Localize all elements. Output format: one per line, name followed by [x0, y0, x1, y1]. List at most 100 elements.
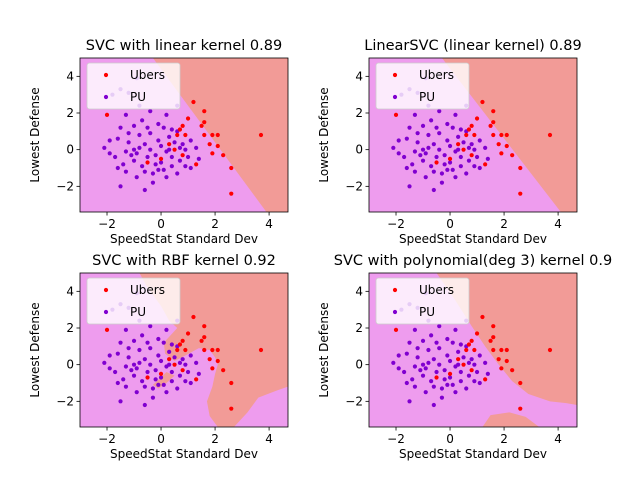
pu-point	[412, 384, 418, 389]
pu-point	[161, 340, 166, 345]
pu-point	[188, 138, 193, 143]
ubers-point	[177, 127, 183, 132]
pu-point	[177, 158, 183, 163]
x-tick-label: 2	[211, 432, 219, 446]
x-tick-label: 4	[554, 217, 562, 231]
pu-point	[158, 358, 164, 364]
pu-point	[423, 175, 428, 180]
ubers-point	[472, 347, 477, 353]
pu-point	[445, 336, 450, 342]
pu-point	[121, 162, 126, 167]
pu-point	[464, 171, 469, 176]
subplot-2: −2 0 2 4 −2 0 2 4 LinearSVC (linear kernel) 0.89…	[317, 38, 582, 246]
pu-point	[407, 125, 412, 130]
pu-point	[172, 355, 177, 360]
pu-point	[145, 154, 150, 160]
ubers-point	[167, 357, 172, 362]
pu-point	[169, 154, 174, 160]
pu-point	[129, 368, 134, 373]
ubers-point	[180, 153, 185, 158]
ubers-point	[504, 358, 509, 364]
pu-point	[485, 156, 490, 161]
ubers-point	[177, 342, 183, 347]
pu-point	[464, 386, 469, 391]
legend: Ubers PU	[86, 62, 181, 110]
ubers-point	[447, 371, 453, 376]
pu-point	[429, 379, 434, 384]
pu-point	[437, 109, 442, 114]
pu-point	[169, 127, 174, 132]
ubers-point	[464, 132, 469, 138]
y-axis-label: Lowest Defense	[28, 302, 42, 397]
ubers-point	[510, 368, 515, 373]
legend: Ubers PU	[375, 277, 470, 325]
ubers-point	[491, 335, 496, 340]
pu-point	[485, 371, 490, 376]
pu-point	[434, 340, 439, 345]
pu-point	[472, 164, 477, 169]
pu-point	[458, 154, 463, 160]
pu-point	[420, 362, 426, 367]
ubers-point	[207, 142, 212, 147]
ubers-point	[469, 153, 474, 158]
ubers-point	[480, 99, 485, 105]
pu-point	[437, 346, 442, 351]
pu-point	[196, 371, 201, 376]
pu-point	[466, 360, 472, 365]
pu-point	[156, 167, 161, 172]
pu-point	[145, 125, 150, 130]
ubers-point	[229, 380, 234, 386]
ubers-point	[202, 109, 207, 114]
pu-point	[450, 125, 455, 130]
pu-point	[177, 145, 183, 150]
ubers-point	[210, 366, 215, 371]
pu-point	[404, 136, 409, 141]
pu-point	[161, 382, 166, 387]
ubers-point	[215, 143, 220, 149]
pu-point	[148, 324, 153, 329]
ubers-point	[194, 162, 199, 167]
pu-point	[458, 342, 463, 347]
pu-point	[126, 346, 131, 351]
ubers-point	[518, 191, 523, 196]
pu-point	[183, 362, 188, 367]
x-axis-label: SpeedStat Standard Dev	[399, 232, 547, 246]
pu-point	[431, 187, 436, 193]
ubers-point	[258, 347, 264, 353]
ubers-point	[504, 347, 509, 353]
ubers-point	[185, 331, 191, 336]
subplot-title: SVC with RBF kernel 0.92	[92, 253, 276, 269]
pu-point	[429, 118, 434, 123]
subplot-title: SVC with linear kernel 0.89	[86, 38, 282, 54]
pu-point	[126, 140, 131, 145]
ubers-point	[496, 357, 501, 362]
y-tick-label: 0	[355, 143, 363, 157]
y-tick-label: 2	[355, 321, 363, 335]
pu-point	[164, 327, 169, 332]
ubers-point	[191, 99, 196, 105]
ubers-point	[210, 347, 215, 353]
y-axis-label: Lowest Defense	[317, 87, 331, 182]
ubers-point	[461, 147, 466, 152]
pu-point	[115, 136, 120, 141]
x-tick-label: 2	[500, 432, 508, 446]
pu-point	[153, 377, 158, 382]
pu-point	[148, 362, 153, 367]
pu-point	[131, 362, 137, 367]
pu-point	[156, 336, 161, 342]
pu-point	[447, 143, 453, 149]
ubers-point	[483, 377, 488, 382]
pu-point	[437, 147, 442, 152]
pu-point	[150, 386, 156, 391]
subplot-1: −2 0 2 4 −2 0 2 4 SVC with linear kernel 0.89 Spe…	[28, 38, 289, 246]
ubers-point	[393, 327, 399, 332]
ubers-point	[202, 347, 207, 353]
pu-point	[107, 366, 112, 371]
pu-point	[415, 355, 420, 360]
pu-point	[423, 366, 428, 371]
ubers-point	[229, 191, 234, 196]
pu-point	[477, 165, 482, 171]
ubers-point	[215, 132, 220, 138]
pu-point	[426, 360, 431, 365]
ubers-point	[172, 362, 177, 367]
